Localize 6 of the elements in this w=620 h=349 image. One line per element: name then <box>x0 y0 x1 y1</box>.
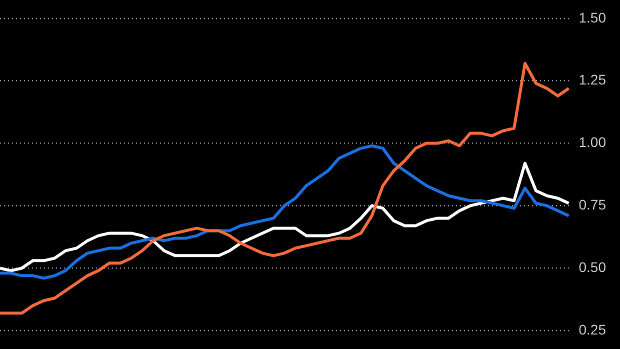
y-tick-label: 0.25 <box>578 321 606 338</box>
y-tick-label: 1.50 <box>578 9 606 26</box>
y-tick-label: 0.75 <box>578 196 606 213</box>
y-tick-label: 1.00 <box>578 134 606 150</box>
y-tick-label: 0.50 <box>578 259 606 276</box>
y-tick-label: 1.25 <box>578 72 606 88</box>
